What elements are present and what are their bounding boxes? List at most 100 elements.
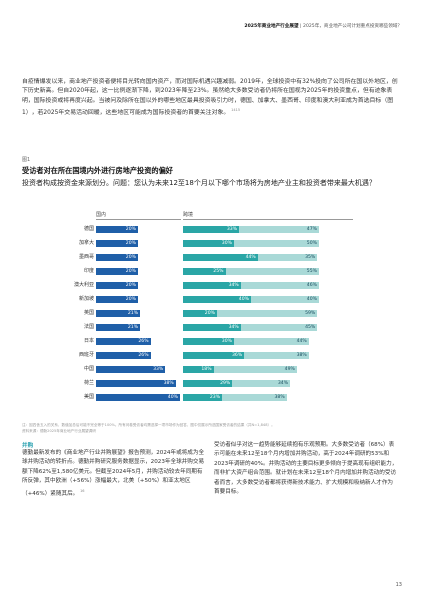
column-rule xyxy=(96,219,181,220)
bar-international-a xyxy=(183,380,233,387)
chart-row: 中国 33% 18% 49% xyxy=(0,365,424,374)
country-label: 德国 xyxy=(83,226,94,232)
bar-international-b xyxy=(232,380,291,387)
bar-international-b xyxy=(240,324,318,331)
bar-value-label: 18% xyxy=(201,367,212,372)
note-text: 注：因四舍五入的关系，数值加总后可能不完全等于100%。所有问卷受访者均需选择一… xyxy=(22,423,275,427)
bar-international-b xyxy=(234,240,319,247)
bar-value-label: 59% xyxy=(305,311,316,316)
running-header: 2025年商业地产行业展望 | 2025年，商业地产公司计划重点投资哪些领域？ xyxy=(244,23,402,29)
column-header-international: 跨境 xyxy=(183,212,194,218)
bar-domestic xyxy=(96,254,138,261)
bar-value-label: 21% xyxy=(127,311,139,316)
bar-value-label: 20% xyxy=(125,297,136,302)
bar-international-a xyxy=(183,394,223,401)
bar-value-label: 26% xyxy=(138,339,149,344)
header-separator: | xyxy=(298,24,304,29)
bar-domestic xyxy=(96,296,138,303)
bar-domestic xyxy=(96,282,138,289)
bar-domestic xyxy=(96,226,138,233)
bar-value-label: 45% xyxy=(305,325,316,330)
body-left-ref: 16 xyxy=(80,488,85,493)
bar-value-label: 46% xyxy=(306,283,317,288)
bar-international-a xyxy=(183,226,240,233)
report-title: 2025年商业地产行业展望 xyxy=(244,24,299,29)
bar-international-a xyxy=(183,352,245,359)
figure-subtitle: 投资者构成按资金来源划分。问题：您认为未来12至18个月以下哪个市场将为房地产业… xyxy=(22,179,376,187)
country-label: 荷兰 xyxy=(83,380,94,386)
chart-row: 印度 20% 25% 55% xyxy=(0,267,424,276)
bar-value-label: 30% xyxy=(221,241,232,246)
bar-value-label: 44% xyxy=(245,255,256,260)
bar-value-label: 33% xyxy=(226,227,238,232)
figure-title: 受访者对在所在国境内外进行房地产投资的偏好 xyxy=(22,166,173,175)
bar-value-label: 38% xyxy=(163,381,174,386)
preference-chart: 德国 20% 33% 47% 加拿大 20% 30% 50% 墨西哥 20% 44% 35% 印度 20%… xyxy=(0,225,424,410)
bar-value-label: 50% xyxy=(306,241,317,246)
bar-international-a xyxy=(183,282,241,289)
bar-value-label: 49% xyxy=(284,367,295,372)
country-label: 美国 xyxy=(83,394,94,400)
page-number: 13 xyxy=(395,582,402,588)
bar-value-label: 34% xyxy=(228,283,239,288)
bar-international-b xyxy=(234,338,309,345)
intro-paragraph: 自疫情爆发以来，商业地产投资者便将目光转向国内资产，而对国际机遇兴趣减弱。201… xyxy=(22,78,402,118)
bar-value-label: 40% xyxy=(167,395,178,400)
bar-value-label: 40% xyxy=(306,297,317,302)
bar-international-a xyxy=(183,324,241,331)
bar-international-b xyxy=(251,296,319,303)
report-subtitle: 2025年，商业地产公司计划重点投资哪些领域？ xyxy=(303,24,402,29)
chart-row: 澳大利亚 20% 34% 46% xyxy=(0,281,424,290)
bar-value-label: 20% xyxy=(204,311,215,316)
bar-value-label: 29% xyxy=(220,381,231,386)
country-label: 墨西哥 xyxy=(78,254,94,260)
chart-row: 加拿大 20% 30% 50% xyxy=(0,239,424,248)
bar-domestic xyxy=(96,338,151,345)
country-label: 英国 xyxy=(83,310,94,316)
bar-international-a xyxy=(183,338,234,345)
bar-value-label: 35% xyxy=(305,255,316,260)
header-bar xyxy=(0,0,424,16)
bar-international-b xyxy=(222,394,287,401)
country-label: 西班牙 xyxy=(78,352,94,358)
bar-international-a xyxy=(183,240,234,247)
chart-row: 英国 21% 20% 59% xyxy=(0,309,424,318)
country-label: 中国 xyxy=(83,366,94,372)
chart-row: 日本 26% 30% 44% xyxy=(0,337,424,346)
country-label: 印度 xyxy=(83,268,94,274)
chart-row: 西班牙 26% 36% 38% xyxy=(0,351,424,360)
bar-value-label: 38% xyxy=(296,353,307,358)
bar-international-b xyxy=(239,226,319,233)
bar-value-label: 40% xyxy=(238,297,249,302)
bar-international-b xyxy=(257,254,318,261)
country-label: 澳大利亚 xyxy=(73,282,94,288)
chart-row: 德国 20% 33% 47% xyxy=(0,225,424,234)
column-rule xyxy=(183,219,353,220)
bar-value-label: 44% xyxy=(296,339,307,344)
bar-domestic xyxy=(96,324,141,331)
intro-ref: 14 xyxy=(231,107,236,112)
country-label: 法国 xyxy=(83,324,94,330)
bar-domestic xyxy=(96,380,176,387)
intro-text: 自疫情爆发以来，商业地产投资者便将目光转向国内资产，而对国际机遇兴趣减弱。201… xyxy=(22,79,398,116)
bar-value-label: 38% xyxy=(274,395,285,400)
bar-value-label: 36% xyxy=(231,353,243,358)
bar-value-label: 34% xyxy=(228,325,239,330)
bar-value-label: 30% xyxy=(221,339,232,344)
intro-ref: 15 xyxy=(235,107,241,112)
bar-value-label: 20% xyxy=(125,227,136,232)
bar-international-a xyxy=(183,254,258,261)
bar-domestic xyxy=(96,394,180,401)
bar-value-label: 20% xyxy=(125,255,136,260)
section-title: 并购 xyxy=(22,443,34,449)
bar-value-label: 20% xyxy=(125,283,136,288)
bar-value-label: 55% xyxy=(306,269,317,274)
chart-row: 法国 21% 34% 45% xyxy=(0,323,424,332)
bar-international-b xyxy=(213,366,297,373)
bar-international-b xyxy=(244,352,309,359)
bar-international-a xyxy=(183,268,226,275)
bar-international-b xyxy=(217,310,318,317)
bar-value-label: 23% xyxy=(209,395,221,400)
bar-international-a xyxy=(183,310,217,317)
bar-value-label: 21% xyxy=(127,325,139,330)
